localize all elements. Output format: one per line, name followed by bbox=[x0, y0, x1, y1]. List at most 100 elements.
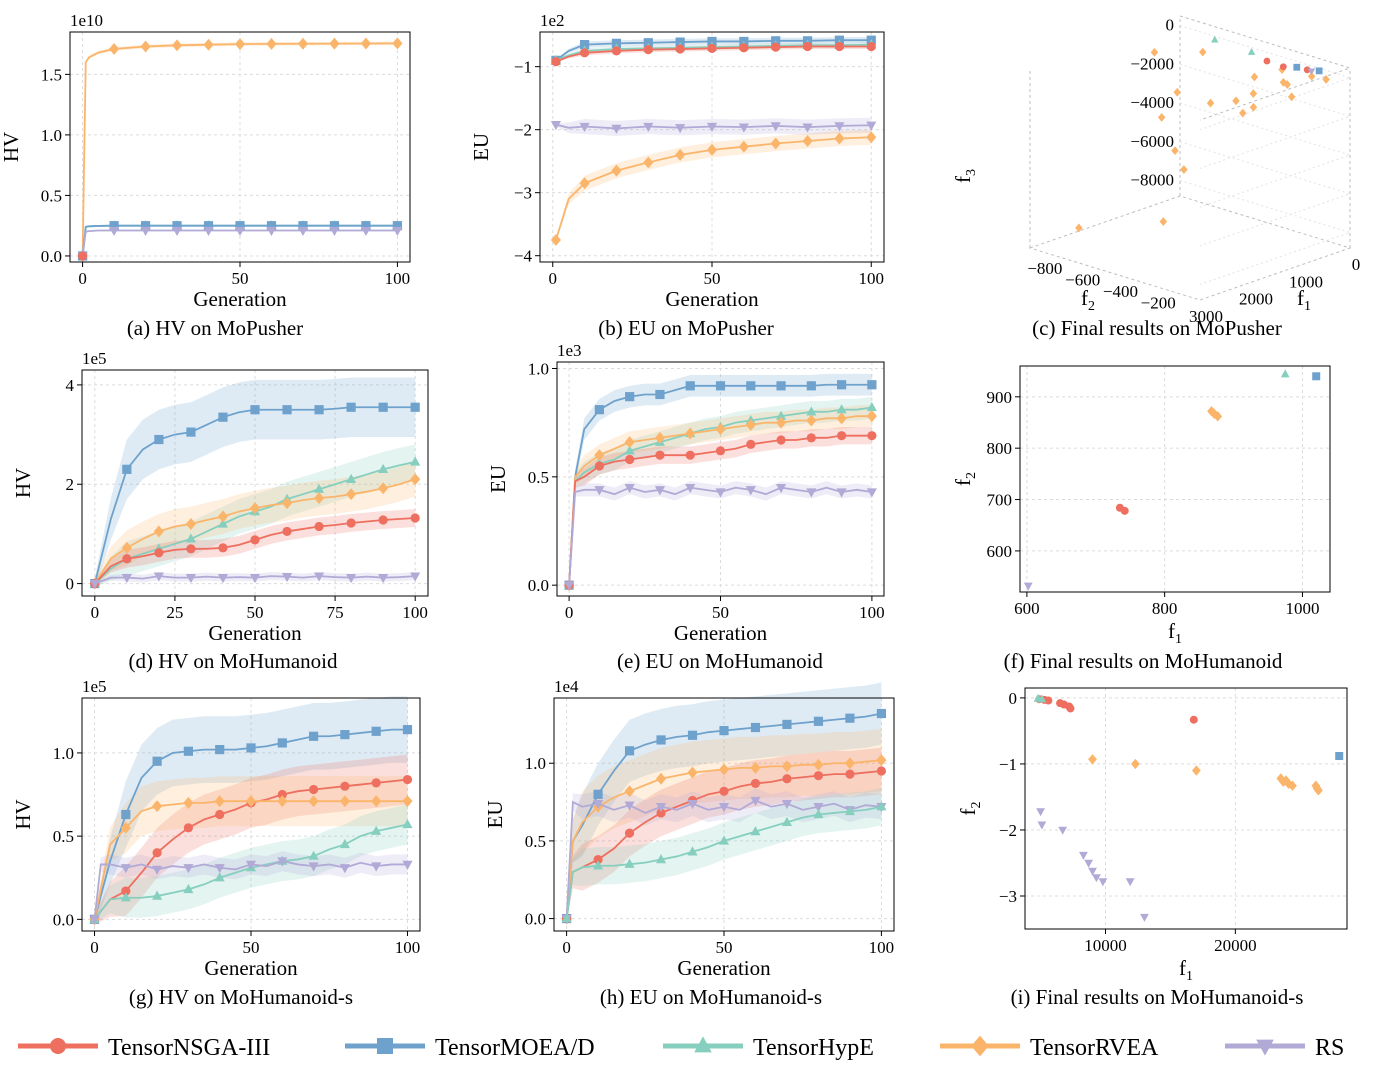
data-point bbox=[715, 381, 726, 391]
data-point bbox=[624, 445, 635, 455]
data-point bbox=[707, 36, 717, 47]
data-point bbox=[297, 37, 309, 50]
data-point bbox=[1058, 826, 1068, 835]
series-line bbox=[568, 383, 872, 586]
x-axis-label: Generation bbox=[204, 956, 298, 980]
data-point bbox=[282, 405, 292, 415]
data-point bbox=[813, 808, 824, 819]
data-point bbox=[806, 381, 816, 391]
legend-marker bbox=[50, 1038, 66, 1054]
data-point bbox=[250, 535, 260, 545]
data-point bbox=[718, 763, 730, 776]
x-tick-label: 100 bbox=[859, 603, 885, 622]
axis-multiplier: 1e3 bbox=[557, 341, 582, 360]
data-point bbox=[1288, 780, 1297, 791]
data-point bbox=[750, 761, 761, 774]
data-point bbox=[410, 473, 421, 486]
data-point bbox=[217, 573, 229, 584]
data-point bbox=[1213, 411, 1223, 422]
data-point bbox=[866, 131, 877, 144]
data-point bbox=[339, 864, 350, 874]
data-point bbox=[308, 795, 319, 808]
data-point bbox=[685, 483, 696, 494]
y-axis-label: f2 bbox=[956, 802, 984, 816]
y-tick-label: −1 bbox=[514, 58, 532, 77]
data-point bbox=[738, 123, 749, 133]
x-tick-label: 25 bbox=[166, 603, 183, 622]
data-point bbox=[392, 221, 403, 231]
data-point bbox=[1159, 217, 1168, 226]
y-tick-label: 0.0 bbox=[41, 247, 62, 266]
y-tick-label: 0.0 bbox=[525, 910, 546, 929]
confidence-band bbox=[566, 747, 882, 924]
data-point bbox=[834, 122, 845, 132]
data-point bbox=[109, 221, 119, 231]
axes-frame bbox=[1019, 365, 1331, 593]
axis-multiplier: 1e5 bbox=[82, 349, 107, 368]
data-point bbox=[371, 778, 381, 788]
data-point bbox=[250, 405, 260, 415]
x-tick-label: 800 bbox=[1152, 599, 1178, 618]
data-point bbox=[611, 164, 622, 177]
data-point bbox=[624, 785, 635, 798]
data-point bbox=[834, 132, 845, 145]
confidence-band bbox=[94, 754, 408, 925]
data-point bbox=[782, 774, 792, 784]
data-point bbox=[1130, 758, 1140, 770]
data-point bbox=[410, 456, 421, 466]
data-point bbox=[360, 226, 371, 237]
data-point bbox=[1247, 48, 1256, 55]
z-tick-label: −4000 bbox=[1130, 93, 1174, 112]
data-point bbox=[1279, 63, 1287, 71]
data-point bbox=[1157, 112, 1166, 122]
data-point bbox=[1335, 752, 1344, 761]
x-tick-label: 600 bbox=[1014, 599, 1040, 618]
data-point bbox=[625, 392, 635, 402]
caption: (i) Final results on MoHumanoid-s bbox=[1011, 985, 1304, 1009]
data-point bbox=[625, 454, 635, 465]
data-point bbox=[183, 883, 194, 894]
data-point bbox=[655, 772, 667, 785]
data-point bbox=[867, 431, 877, 441]
data-point bbox=[340, 730, 350, 740]
data-point bbox=[594, 486, 605, 496]
confidence-band bbox=[569, 405, 872, 588]
data-point bbox=[122, 464, 132, 474]
data-point bbox=[1189, 715, 1198, 724]
data-point bbox=[1322, 75, 1330, 84]
data-point bbox=[121, 541, 132, 554]
confidence-band bbox=[94, 377, 416, 590]
data-point bbox=[770, 137, 781, 150]
data-point bbox=[234, 38, 246, 51]
data-point bbox=[624, 858, 635, 868]
legend-label: TensorRVEA bbox=[1030, 1035, 1159, 1061]
data-point bbox=[1250, 72, 1259, 82]
series-line bbox=[93, 860, 408, 920]
data-point bbox=[152, 848, 162, 858]
data-point bbox=[739, 43, 749, 53]
data-point bbox=[775, 483, 787, 494]
data-point bbox=[624, 828, 635, 838]
chart-f: 600 800 1000 600 700 800 900 f1 f2 (f) Final resu… bbox=[951, 365, 1331, 673]
x-tick-label: 100 bbox=[395, 938, 421, 957]
data-point bbox=[120, 821, 131, 834]
data-point bbox=[217, 510, 229, 523]
data-point bbox=[656, 808, 666, 818]
data-point bbox=[378, 573, 389, 584]
data-point bbox=[776, 435, 786, 445]
data-point bbox=[685, 450, 695, 460]
data-point bbox=[594, 461, 604, 471]
data-point bbox=[1307, 68, 1316, 76]
x-tick-label: 50 bbox=[243, 938, 260, 957]
data-point bbox=[1180, 165, 1188, 174]
data-point bbox=[392, 37, 403, 50]
data-point bbox=[214, 872, 225, 882]
data-point bbox=[392, 226, 403, 237]
data-point bbox=[844, 805, 855, 816]
chart-c: 0−2000−4000−6000−8000−800−600−400−200010… bbox=[951, 15, 1360, 340]
data-point bbox=[120, 892, 131, 902]
data-point bbox=[579, 177, 590, 190]
data-point bbox=[298, 221, 308, 231]
y-tick-label: 700 bbox=[987, 491, 1013, 510]
confidence-band bbox=[94, 851, 408, 922]
